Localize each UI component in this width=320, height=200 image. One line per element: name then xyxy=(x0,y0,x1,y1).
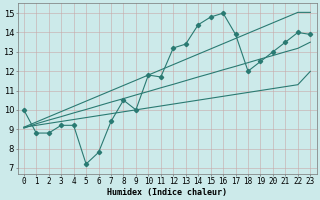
X-axis label: Humidex (Indice chaleur): Humidex (Indice chaleur) xyxy=(107,188,227,197)
